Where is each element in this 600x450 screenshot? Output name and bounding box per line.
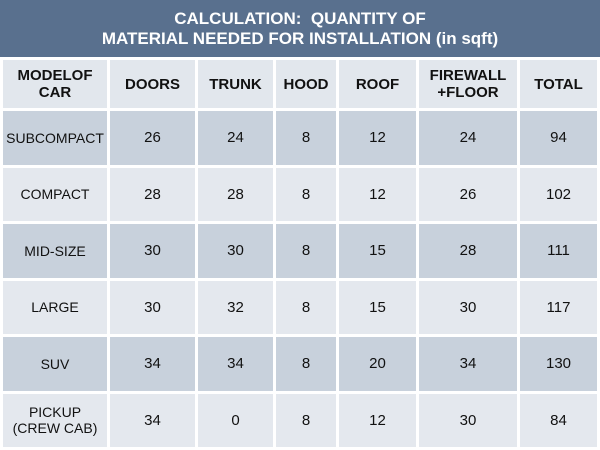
table-cell: 28 — [198, 167, 273, 221]
table-title: CALCULATION: QUANTITY OF MATERIAL NEEDED… — [0, 0, 600, 57]
table-cell: 26 — [419, 167, 517, 221]
row-label: LARGE — [3, 280, 107, 334]
table-cell: 20 — [339, 337, 416, 391]
table-cell: 8 — [276, 393, 336, 447]
row-label: COMPACT — [3, 167, 107, 221]
table-row-compact: COMPACT 28 28 8 12 26 102 — [3, 167, 597, 221]
table-cell: 84 — [520, 393, 597, 447]
row-label-line1: SUBCOMPACT — [6, 129, 104, 146]
column-header-roof: ROOF — [339, 60, 416, 108]
column-header-firewall-floor: FIREWALL +FLOOR — [419, 60, 517, 108]
table-cell: 30 — [198, 224, 273, 278]
column-header-model: MODEL OF CAR — [3, 60, 107, 108]
table-cell: 34 — [110, 393, 195, 447]
table-cell: 32 — [198, 280, 273, 334]
table-cell: 34 — [419, 337, 517, 391]
column-header-firewall-line1: FIREWALL — [429, 67, 507, 84]
column-header-trunk: TRUNK — [198, 60, 273, 108]
table-cell: 111 — [520, 224, 597, 278]
table-cell: 102 — [520, 167, 597, 221]
row-label: MID-SIZE — [3, 224, 107, 278]
table-cell: 34 — [198, 337, 273, 391]
column-header-firewall-line2: +FLOOR — [437, 84, 499, 101]
table-row-pickup: PICKUP (CREW CAB) 34 0 8 12 30 84 — [3, 393, 597, 447]
table-cell: 8 — [276, 224, 336, 278]
table-cell: 24 — [198, 111, 273, 165]
row-label-line2: (CREW CAB) — [12, 420, 98, 437]
table-cell: 30 — [110, 224, 195, 278]
row-label-line1: LARGE — [31, 299, 79, 316]
table-cell: 117 — [520, 280, 597, 334]
table-cell: 12 — [339, 393, 416, 447]
table-cell: 30 — [110, 280, 195, 334]
table-row-subcompact: SUBCOMPACT 26 24 8 12 24 94 — [3, 111, 597, 165]
row-label: SUBCOMPACT — [3, 111, 107, 165]
table-cell: 130 — [520, 337, 597, 391]
table-cell: 8 — [276, 167, 336, 221]
row-label-line1: SUV — [40, 355, 70, 372]
table-title-line2: MATERIAL NEEDED FOR INSTALLATION (in sqf… — [101, 28, 499, 48]
row-label-line1: PICKUP — [28, 404, 82, 421]
header-row: MODEL OF CAR DOORS TRUNK HOOD ROOF FIREW… — [3, 60, 597, 108]
table-cell: 8 — [276, 111, 336, 165]
table-cell: 12 — [339, 111, 416, 165]
table-title-line1: CALCULATION: QUANTITY OF — [174, 8, 426, 28]
column-header-model-line2: CAR — [38, 84, 72, 101]
row-label: SUV — [3, 337, 107, 391]
table-cell: 30 — [419, 280, 517, 334]
row-label-line1: COMPACT — [20, 186, 90, 203]
table-cell: 28 — [110, 167, 195, 221]
row-label-line1: MID-SIZE — [24, 242, 86, 259]
column-header-total: TOTAL — [520, 60, 597, 108]
column-header-hood: HOOD — [276, 60, 336, 108]
table-cell: 34 — [110, 337, 195, 391]
table-row-suv: SUV 34 34 8 20 34 130 — [3, 337, 597, 391]
materials-table: MODEL OF CAR DOORS TRUNK HOOD ROOF FIREW… — [0, 57, 600, 450]
table-cell: 15 — [339, 224, 416, 278]
table-cell: 8 — [276, 280, 336, 334]
table-cell: 0 — [198, 393, 273, 447]
column-header-doors: DOORS — [110, 60, 195, 108]
table-cell: 8 — [276, 337, 336, 391]
table-cell: 30 — [419, 393, 517, 447]
row-label: PICKUP (CREW CAB) — [3, 393, 107, 447]
table-cell: 94 — [520, 111, 597, 165]
table-cell: 15 — [339, 280, 416, 334]
table-cell: 12 — [339, 167, 416, 221]
table-row-large: LARGE 30 32 8 15 30 117 — [3, 280, 597, 334]
table-cell: 28 — [419, 224, 517, 278]
table-cell: 24 — [419, 111, 517, 165]
table-cell: 26 — [110, 111, 195, 165]
table-row-mid-size: MID-SIZE 30 30 8 15 28 111 — [3, 224, 597, 278]
column-header-model-line1: MODEL OF — [17, 67, 93, 84]
